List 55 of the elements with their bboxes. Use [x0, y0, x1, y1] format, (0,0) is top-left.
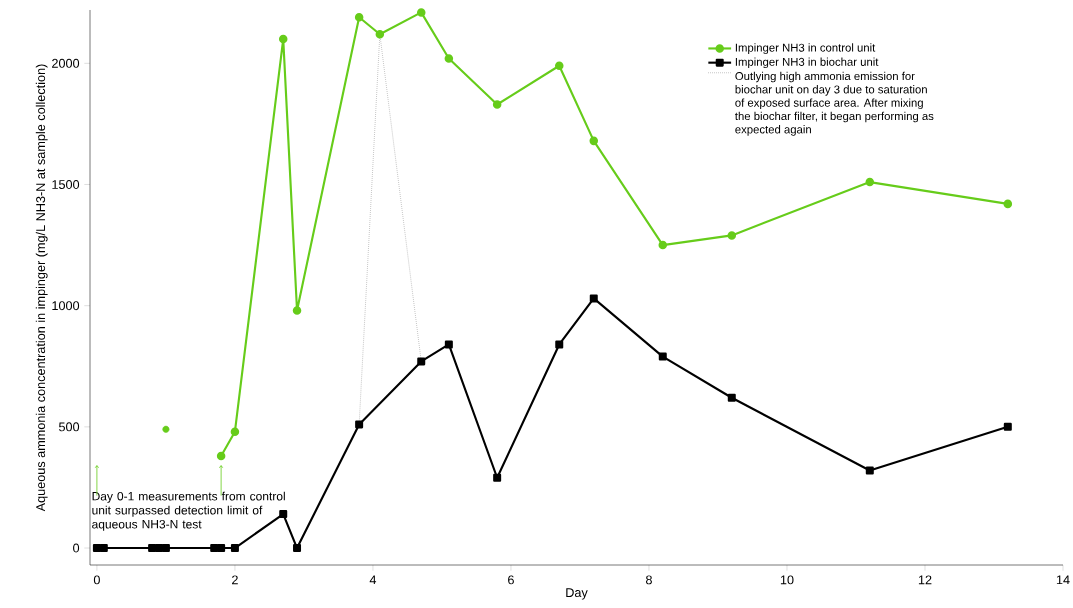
x-tick-label: 6: [508, 575, 514, 585]
point: [1003, 199, 1013, 209]
point: [554, 61, 564, 71]
point: [216, 451, 226, 461]
x-axis-title: Day: [566, 588, 588, 600]
x-tick-label: 4: [369, 575, 377, 585]
point: [417, 357, 426, 366]
point: [230, 427, 240, 436]
point: [99, 544, 108, 553]
point: [217, 544, 226, 553]
y-tick-label: 500: [58, 422, 80, 432]
point: [292, 306, 302, 315]
point: [375, 29, 385, 39]
point: [555, 340, 564, 349]
legend-label: Outlying high ammonia emission for biochar unit on day 3 due to saturation of exposed surface area. After mixing the biochar filter, it began performing as expected again: [735, 71, 934, 136]
point: [493, 473, 502, 482]
point: [444, 54, 454, 63]
y-tick-label: 0: [73, 543, 80, 553]
point: [279, 510, 288, 519]
point: [658, 240, 668, 250]
x-tick-label: 14: [1056, 575, 1070, 585]
point: [865, 177, 875, 187]
x-tick-label: 10: [780, 575, 794, 585]
x-tick-label: 0: [93, 575, 100, 585]
point: [865, 466, 874, 475]
point: [293, 544, 302, 553]
point: [727, 231, 737, 240]
y-axis-title: Aqueous ammonia concentration in impinger (mg/L NH3-N at sample collection): [35, 64, 48, 512]
point: [278, 34, 288, 44]
point: [230, 544, 239, 553]
point: [658, 352, 667, 361]
legend-label: Impinger NH3 in control unit: [735, 43, 876, 54]
annotation: Day 0-1 measurements from control unit surpassed detection limit of aqueous NH3-N test: [92, 491, 285, 531]
y-tick-label: 1000: [52, 301, 80, 311]
point: [444, 340, 453, 349]
point: [1003, 422, 1012, 431]
point: [416, 8, 426, 17]
point: [155, 544, 164, 553]
point: [148, 544, 157, 553]
y-tick-label: 2000: [52, 58, 80, 68]
point: [92, 544, 101, 553]
point: [354, 13, 364, 22]
y-tick-label: 1500: [52, 180, 80, 189]
point: [210, 544, 219, 553]
x-tick-label: 2: [232, 575, 238, 585]
point: [727, 393, 736, 402]
x-tick-label: 8: [645, 575, 652, 585]
point: [161, 544, 170, 553]
point: [355, 420, 364, 429]
point: [589, 294, 598, 303]
point: [492, 100, 502, 109]
legend-label: Impinger NH3 in biochar unit: [735, 57, 879, 69]
point: [162, 425, 170, 433]
point: [589, 136, 599, 146]
x-tick-label: 12: [918, 575, 932, 585]
